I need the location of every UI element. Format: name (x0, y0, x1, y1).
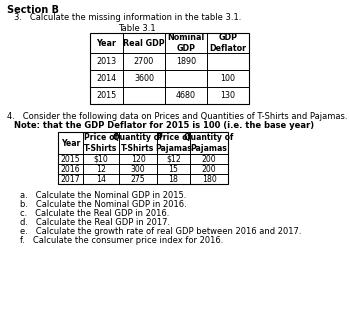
Bar (58, 132, 228, 184)
Text: 3.   Calculate the missing information in the table 3.1.: 3. Calculate the missing information in … (14, 13, 241, 22)
Text: a.   Calculate the Nominal GDP in 2015.: a. Calculate the Nominal GDP in 2015. (20, 191, 186, 200)
Text: Nominal
GDP: Nominal GDP (167, 33, 205, 53)
Text: 2017: 2017 (61, 175, 80, 184)
Text: Section B: Section B (7, 5, 59, 15)
Text: 1890: 1890 (176, 57, 196, 66)
Text: Year: Year (97, 39, 117, 47)
Text: 130: 130 (220, 91, 236, 100)
Text: Price of
T-Shirts: Price of T-Shirts (84, 133, 118, 153)
Text: 3600: 3600 (134, 74, 154, 83)
Text: 275: 275 (131, 175, 145, 184)
Text: 2015: 2015 (61, 154, 80, 163)
Text: c.   Calculate the Real GDP in 2016.: c. Calculate the Real GDP in 2016. (20, 209, 169, 218)
Text: b.   Calculate the Nominal GDP in 2016.: b. Calculate the Nominal GDP in 2016. (20, 200, 187, 209)
Text: e.   Calculate the growth rate of real GDP between 2016 and 2017.: e. Calculate the growth rate of real GDP… (20, 227, 301, 236)
Text: 2013: 2013 (97, 57, 117, 66)
Text: 2016: 2016 (61, 164, 80, 174)
Text: 2014: 2014 (97, 74, 117, 83)
Text: Price of
Pajamas: Price of Pajamas (155, 133, 192, 153)
Text: $12: $12 (166, 154, 181, 163)
Text: 4680: 4680 (176, 91, 196, 100)
Text: 12: 12 (96, 164, 106, 174)
Text: 4.   Consider the following data on Prices and Quantities of T-Shirts and Pajama: 4. Consider the following data on Prices… (7, 112, 348, 121)
Text: Real GDP: Real GDP (123, 39, 165, 47)
Text: d.   Calculate the Real GDP in 2017.: d. Calculate the Real GDP in 2017. (20, 218, 170, 227)
Text: Year: Year (61, 138, 80, 147)
Text: 200: 200 (202, 154, 216, 163)
Text: 200: 200 (202, 164, 216, 174)
Text: 2015: 2015 (96, 91, 117, 100)
Text: Note: that the GDP Deflator for 2015 is 100 (i.e. the base year): Note: that the GDP Deflator for 2015 is … (14, 121, 314, 130)
Text: Table 3.1: Table 3.1 (118, 24, 156, 33)
Text: 15: 15 (169, 164, 178, 174)
Text: $10: $10 (94, 154, 108, 163)
Text: 18: 18 (169, 175, 178, 184)
Text: 100: 100 (220, 74, 236, 83)
Text: 2700: 2700 (134, 57, 154, 66)
Text: Quantity of
T-Shirts: Quantity of T-Shirts (113, 133, 163, 153)
Text: 180: 180 (202, 175, 216, 184)
Text: GDP
Deflator: GDP Deflator (209, 33, 246, 53)
Text: Quantity of
Pajamas: Quantity of Pajamas (184, 133, 234, 153)
Text: 14: 14 (96, 175, 106, 184)
Text: f.   Calculate the consumer price index for 2016.: f. Calculate the consumer price index fo… (20, 236, 223, 245)
Text: 120: 120 (131, 154, 145, 163)
Text: 300: 300 (131, 164, 145, 174)
Bar (90, 33, 249, 104)
